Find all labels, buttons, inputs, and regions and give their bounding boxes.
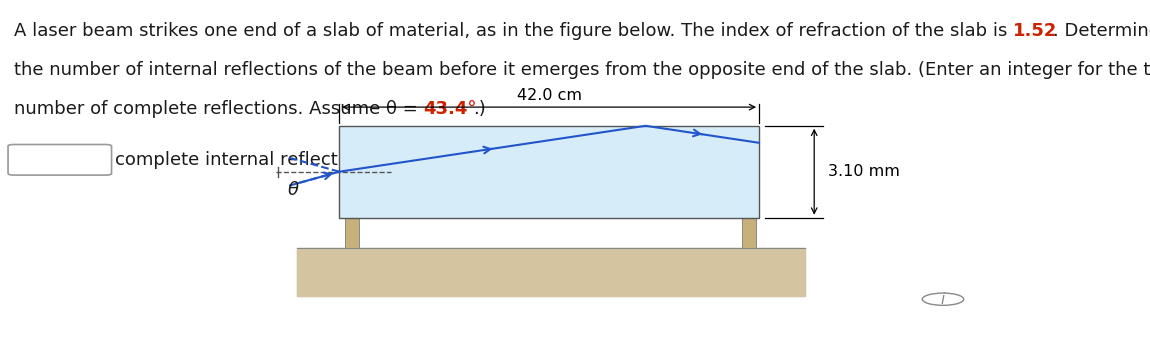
Text: number of complete reflections. Assume θ =: number of complete reflections. Assume θ… (14, 100, 423, 118)
Text: complete internal reflections: complete internal reflections (115, 151, 375, 169)
Text: 3.10 mm: 3.10 mm (828, 164, 900, 179)
Text: i: i (941, 292, 945, 307)
Bar (339, 126, 759, 218)
Text: A laser beam strikes one end of a slab of material, as in the figure below. The : A laser beam strikes one end of a slab o… (14, 22, 1013, 40)
Text: $\theta$: $\theta$ (286, 182, 300, 199)
Bar (345, 218, 359, 248)
Text: .): .) (473, 100, 485, 118)
Polygon shape (297, 248, 805, 296)
Text: 43.4°: 43.4° (423, 100, 477, 118)
Text: the number of internal reflections of the beam before it emerges from the opposi: the number of internal reflections of th… (14, 61, 1150, 79)
Text: 1.52: 1.52 (1013, 22, 1057, 40)
Bar (742, 218, 756, 248)
Text: . Determine: . Determine (1053, 22, 1150, 40)
Text: 42.0 cm: 42.0 cm (516, 88, 582, 103)
Bar (297, 248, 805, 296)
